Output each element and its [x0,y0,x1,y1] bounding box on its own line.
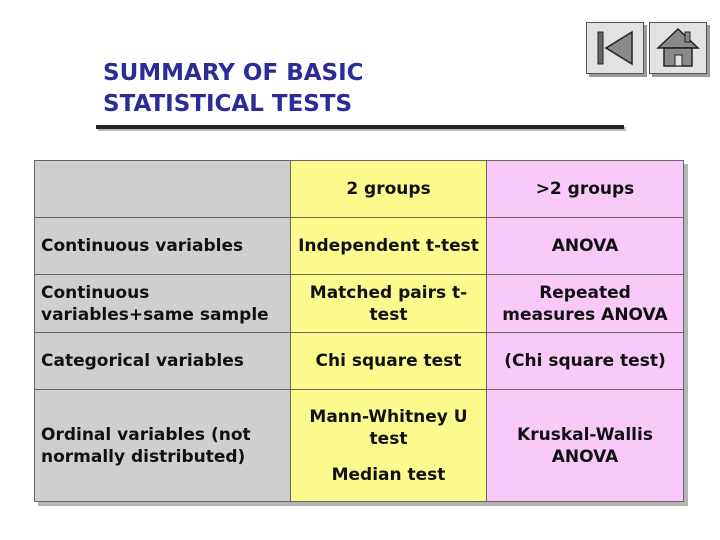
corner-cell [34,160,291,218]
table-row: Continuous variables Independent t-test … [34,217,684,275]
more-groups-cell: (Chi square test) [486,332,684,390]
page-title: SUMMARY OF BASIC STATISTICAL TESTS [103,58,364,120]
more-groups-cell: Repeated measures ANOVA [486,274,684,333]
table-row: Categorical variables Chi square test (C… [34,332,684,390]
home-button[interactable] [649,22,707,74]
two-groups-cell: Independent t-test [290,217,487,275]
title-underline [96,125,624,129]
more-groups-cell: ANOVA [486,217,684,275]
title-line-2: STATISTICAL TESTS [103,91,353,117]
cell-spacer [297,450,480,464]
two-groups-test-alt: Median test [331,464,446,485]
header-row: 2 groups >2 groups [34,160,684,218]
back-button[interactable] [586,22,644,74]
table-row: Ordinal variables (not normally distribu… [34,389,684,502]
header-two-groups: 2 groups [290,160,487,218]
header-more-groups: >2 groups [486,160,684,218]
table-row: Continuous variables+same sample Matched… [34,274,684,333]
skip-back-icon [597,30,633,66]
two-groups-cell: Chi square test [290,332,487,390]
statistical-tests-table: 2 groups >2 groups Continuous variables … [34,160,684,502]
row-label: Ordinal variables (not normally distribu… [34,389,291,502]
two-groups-test: Mann-Whitney U test [309,406,468,449]
more-groups-cell: Kruskal-Wallis ANOVA [486,389,684,502]
row-label: Continuous variables [34,217,291,275]
two-groups-cell: Matched pairs t-test [290,274,487,333]
row-label: Categorical variables [34,332,291,390]
title-line-1: SUMMARY OF BASIC [103,60,364,86]
two-groups-cell: Mann-Whitney U test Median test [290,389,487,502]
row-label: Continuous variables+same sample [34,274,291,333]
home-icon [656,27,700,67]
